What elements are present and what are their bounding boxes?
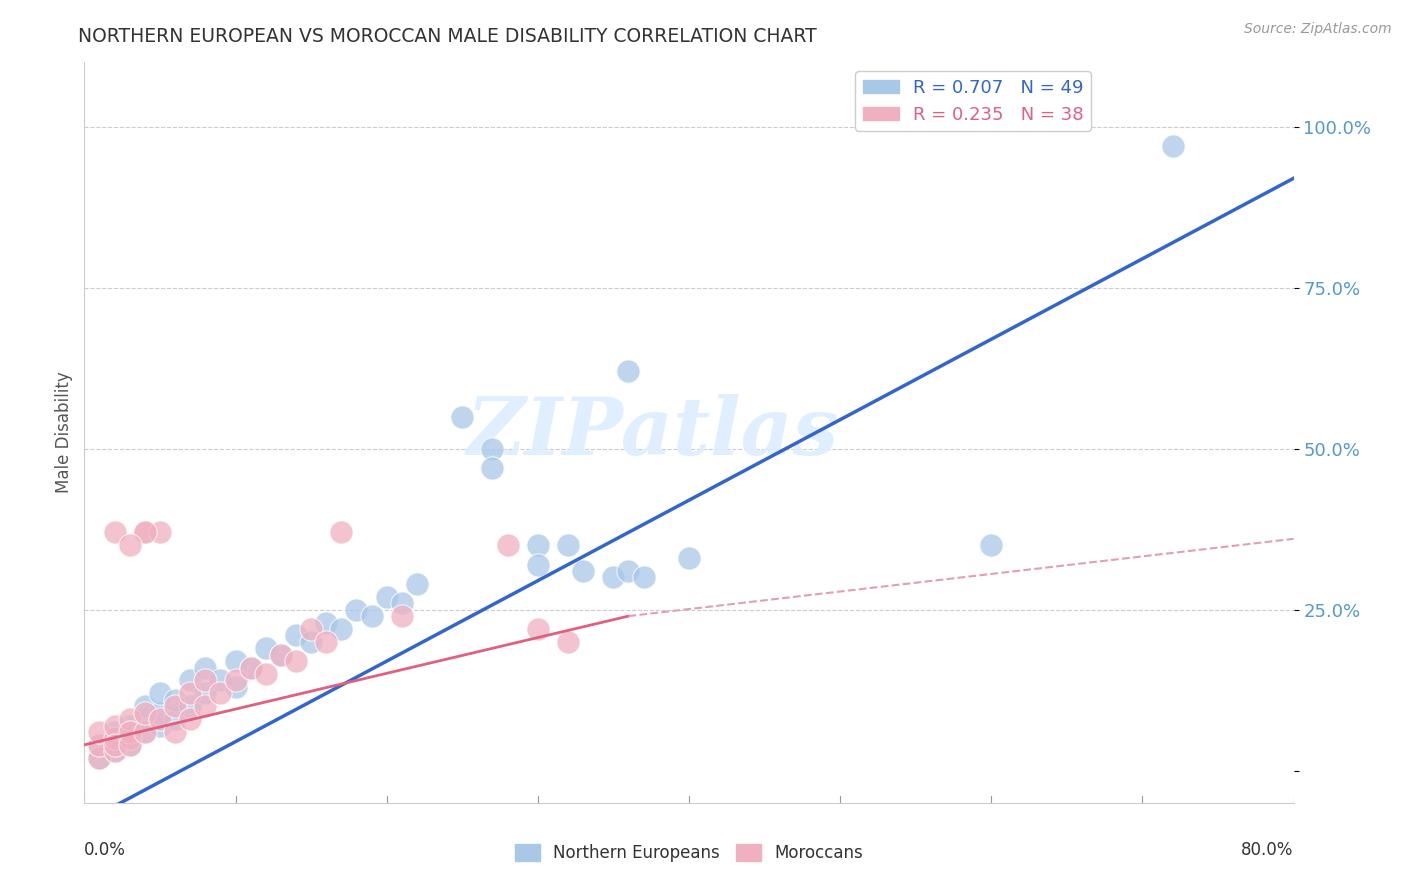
Point: [134, 725, 156, 739]
Point: [557, 538, 579, 552]
Point: [527, 622, 550, 636]
Point: [285, 654, 308, 668]
Point: [165, 699, 187, 714]
Point: [149, 525, 172, 540]
Point: [179, 686, 201, 700]
Point: [481, 442, 503, 456]
Text: 80.0%: 80.0%: [1241, 841, 1294, 859]
Legend: Northern Europeans, Moroccans: Northern Europeans, Moroccans: [508, 837, 870, 869]
Point: [678, 551, 700, 566]
Point: [391, 596, 413, 610]
Point: [118, 538, 141, 552]
Point: [572, 564, 595, 578]
Point: [299, 622, 322, 636]
Point: [118, 712, 141, 726]
Point: [104, 744, 127, 758]
Point: [209, 686, 232, 700]
Point: [104, 725, 127, 739]
Point: [496, 538, 519, 552]
Point: [633, 570, 655, 584]
Point: [104, 718, 127, 732]
Point: [149, 718, 172, 732]
Point: [391, 609, 413, 624]
Point: [451, 409, 474, 424]
Point: [104, 738, 127, 752]
Point: [1161, 139, 1184, 153]
Y-axis label: Male Disability: Male Disability: [55, 372, 73, 493]
Point: [315, 635, 337, 649]
Point: [89, 750, 111, 764]
Point: [165, 725, 187, 739]
Point: [194, 660, 217, 674]
Point: [557, 635, 579, 649]
Point: [118, 725, 141, 739]
Point: [481, 461, 503, 475]
Point: [375, 590, 398, 604]
Point: [134, 725, 156, 739]
Point: [179, 699, 201, 714]
Point: [118, 718, 141, 732]
Point: [239, 660, 262, 674]
Point: [165, 693, 187, 707]
Point: [134, 525, 156, 540]
Point: [617, 364, 640, 378]
Point: [330, 525, 353, 540]
Point: [285, 628, 308, 642]
Point: [346, 602, 368, 616]
Text: ZIPatlas: ZIPatlas: [467, 394, 839, 471]
Point: [179, 673, 201, 688]
Point: [89, 725, 111, 739]
Point: [134, 525, 156, 540]
Text: 0.0%: 0.0%: [84, 841, 127, 859]
Point: [104, 731, 127, 746]
Point: [118, 731, 141, 746]
Point: [118, 738, 141, 752]
Point: [89, 738, 111, 752]
Point: [330, 622, 353, 636]
Point: [360, 609, 382, 624]
Point: [179, 712, 201, 726]
Point: [149, 712, 172, 726]
Point: [527, 538, 550, 552]
Point: [315, 615, 337, 630]
Point: [209, 673, 232, 688]
Point: [254, 641, 277, 656]
Point: [104, 525, 127, 540]
Point: [270, 648, 292, 662]
Point: [194, 673, 217, 688]
Text: Source: ZipAtlas.com: Source: ZipAtlas.com: [1244, 22, 1392, 37]
Point: [134, 706, 156, 720]
Point: [270, 648, 292, 662]
Point: [980, 538, 1002, 552]
Point: [165, 712, 187, 726]
Point: [406, 577, 429, 591]
Point: [149, 706, 172, 720]
Point: [602, 570, 624, 584]
Point: [239, 660, 262, 674]
Point: [225, 680, 247, 694]
Point: [194, 686, 217, 700]
Point: [225, 673, 247, 688]
Point: [194, 699, 217, 714]
Point: [89, 750, 111, 764]
Point: [89, 738, 111, 752]
Point: [118, 738, 141, 752]
Point: [134, 699, 156, 714]
Point: [149, 686, 172, 700]
Point: [617, 564, 640, 578]
Point: [104, 731, 127, 746]
Point: [527, 558, 550, 572]
Point: [118, 731, 141, 746]
Point: [134, 712, 156, 726]
Point: [225, 654, 247, 668]
Text: NORTHERN EUROPEAN VS MOROCCAN MALE DISABILITY CORRELATION CHART: NORTHERN EUROPEAN VS MOROCCAN MALE DISAB…: [79, 27, 817, 45]
Point: [299, 635, 322, 649]
Point: [254, 667, 277, 681]
Point: [104, 744, 127, 758]
